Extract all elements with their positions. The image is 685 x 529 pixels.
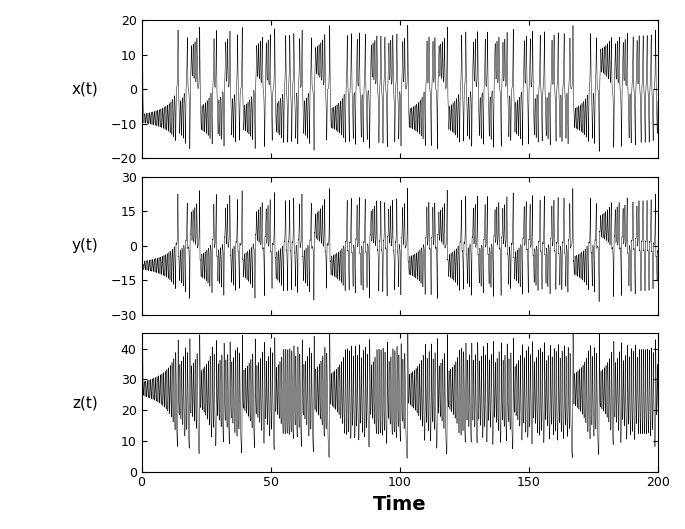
Y-axis label: x(t): x(t)	[71, 81, 98, 97]
Y-axis label: y(t): y(t)	[71, 238, 98, 253]
Y-axis label: z(t): z(t)	[72, 395, 98, 410]
X-axis label: Time: Time	[373, 495, 427, 514]
